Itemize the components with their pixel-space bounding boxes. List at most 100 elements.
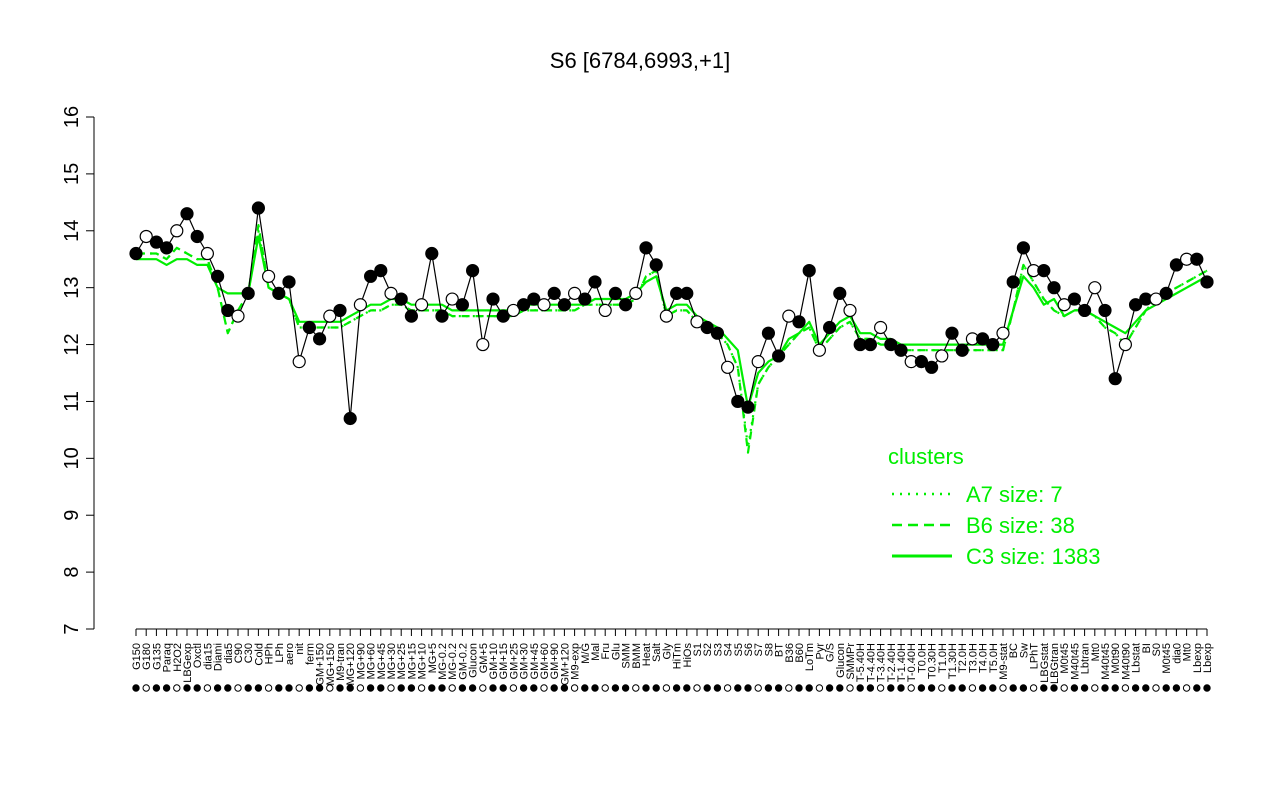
rug-marker [805,684,813,692]
x-tick-label: LoTm [804,643,816,671]
rug-marker [917,684,926,692]
rug-marker [417,684,426,692]
x-tick-label: Heat [641,643,653,666]
data-point [914,355,929,369]
x-tick-label: Mal [590,643,602,661]
x-tick-label: M9-tran [335,643,347,681]
data-point [1016,241,1031,255]
data-point [741,400,755,414]
data-point [1149,292,1163,306]
x-tick-label: Mt0 [1090,643,1102,661]
x-tick-label: Fru [600,643,612,660]
data-point [843,303,857,318]
rug-marker [560,684,569,692]
x-tick-label: Glucon [835,643,847,678]
rug-marker [723,684,732,692]
data-point [129,246,143,261]
x-tick-label: T5.0H [988,643,1000,673]
rug-marker [591,684,599,692]
x-tick-label: T0.0H [916,643,928,673]
x-tick-label: HiTm [672,643,684,669]
rug-marker [795,684,803,692]
data-point [649,258,663,272]
data-point [537,298,551,312]
x-tick-label: G135 [151,643,163,670]
x-tick-label: Lbexp [1192,643,1204,673]
rug-marker [1050,684,1058,692]
x-tick-label: M9-exp [570,643,582,680]
data-point [211,269,225,283]
y-tick-label: 8 [61,567,83,578]
x-tick-label: T0.30H [927,643,939,679]
legend-label: A7 size: 7 [966,482,1063,507]
rug-marker [407,684,416,692]
x-tick-label: GM-0.2 [457,643,469,680]
rug-marker [509,684,518,692]
x-tick-label: S4 [723,643,735,656]
rug-marker [897,684,905,692]
rug-marker [275,684,283,692]
rug-marker [428,684,436,692]
axes: 78910111213141516G150G180G135ParaqH2O2LB… [61,106,1214,692]
rug-marker [1152,684,1160,692]
rug-marker [346,684,354,692]
data-point [180,207,194,221]
x-tick-label: Gly [661,643,673,660]
rug-marker [948,684,956,692]
rug-marker [1142,684,1150,692]
rug-marker [662,684,671,692]
x-tick-label: MG+5 [427,643,439,673]
data-point [404,309,418,323]
x-tick-label: Glucon [468,643,480,678]
data-point [272,286,286,300]
x-tick-label: GM+45 [529,643,541,679]
rug-marker [754,684,762,692]
data-point [1057,298,1071,312]
x-tick-label: GM+10 [488,643,500,679]
data-point [680,286,694,300]
rug-marker [601,684,609,692]
marker-layer [129,201,1214,426]
x-tick-label: S8 [763,643,775,656]
x-tick-label: MG+150 [325,643,337,686]
rug-marker [173,684,181,692]
x-tick-label: MG+120 [345,643,357,686]
x-tick-label: M/G [580,643,592,664]
x-tick-label: T-5.40H [855,643,867,682]
rug-marker [550,684,558,692]
rug-marker [1101,684,1109,692]
x-tick-label: T-3.40H [876,643,888,682]
data-point [1128,298,1143,312]
x-tick-label: Lbstat [1131,643,1143,673]
x-tick-label: B60 [794,643,806,663]
rug-marker [652,684,660,692]
rug-marker [938,684,946,692]
x-tick-label: MG+90 [355,643,367,679]
x-tick-label: T-1.40H [896,643,908,682]
data-point [476,337,490,352]
rug-marker [876,684,885,692]
data-point [190,229,204,244]
x-tick-label: LPhT [1029,643,1041,670]
rug-marker [825,684,834,692]
x-tick-label: HPh [264,643,276,664]
x-tick-label: G150 [131,643,143,670]
data-point [506,303,521,318]
data-point [639,241,653,255]
data-point [1037,264,1051,278]
rug-marker [540,684,548,692]
x-tick-label: MG+25 [396,643,408,679]
x-tick-label: S2 [702,643,714,656]
data-point [527,292,541,306]
data-point [782,309,796,323]
x-tick-label: LPh [274,643,286,663]
data-point [466,264,480,278]
data-point [455,298,469,312]
x-tick-label: T1.30H [947,643,959,679]
data-point [139,229,153,244]
data-point [394,292,408,306]
x-tick-label: T2.0H [957,643,969,673]
data-point [302,320,316,335]
data-point [710,326,725,340]
